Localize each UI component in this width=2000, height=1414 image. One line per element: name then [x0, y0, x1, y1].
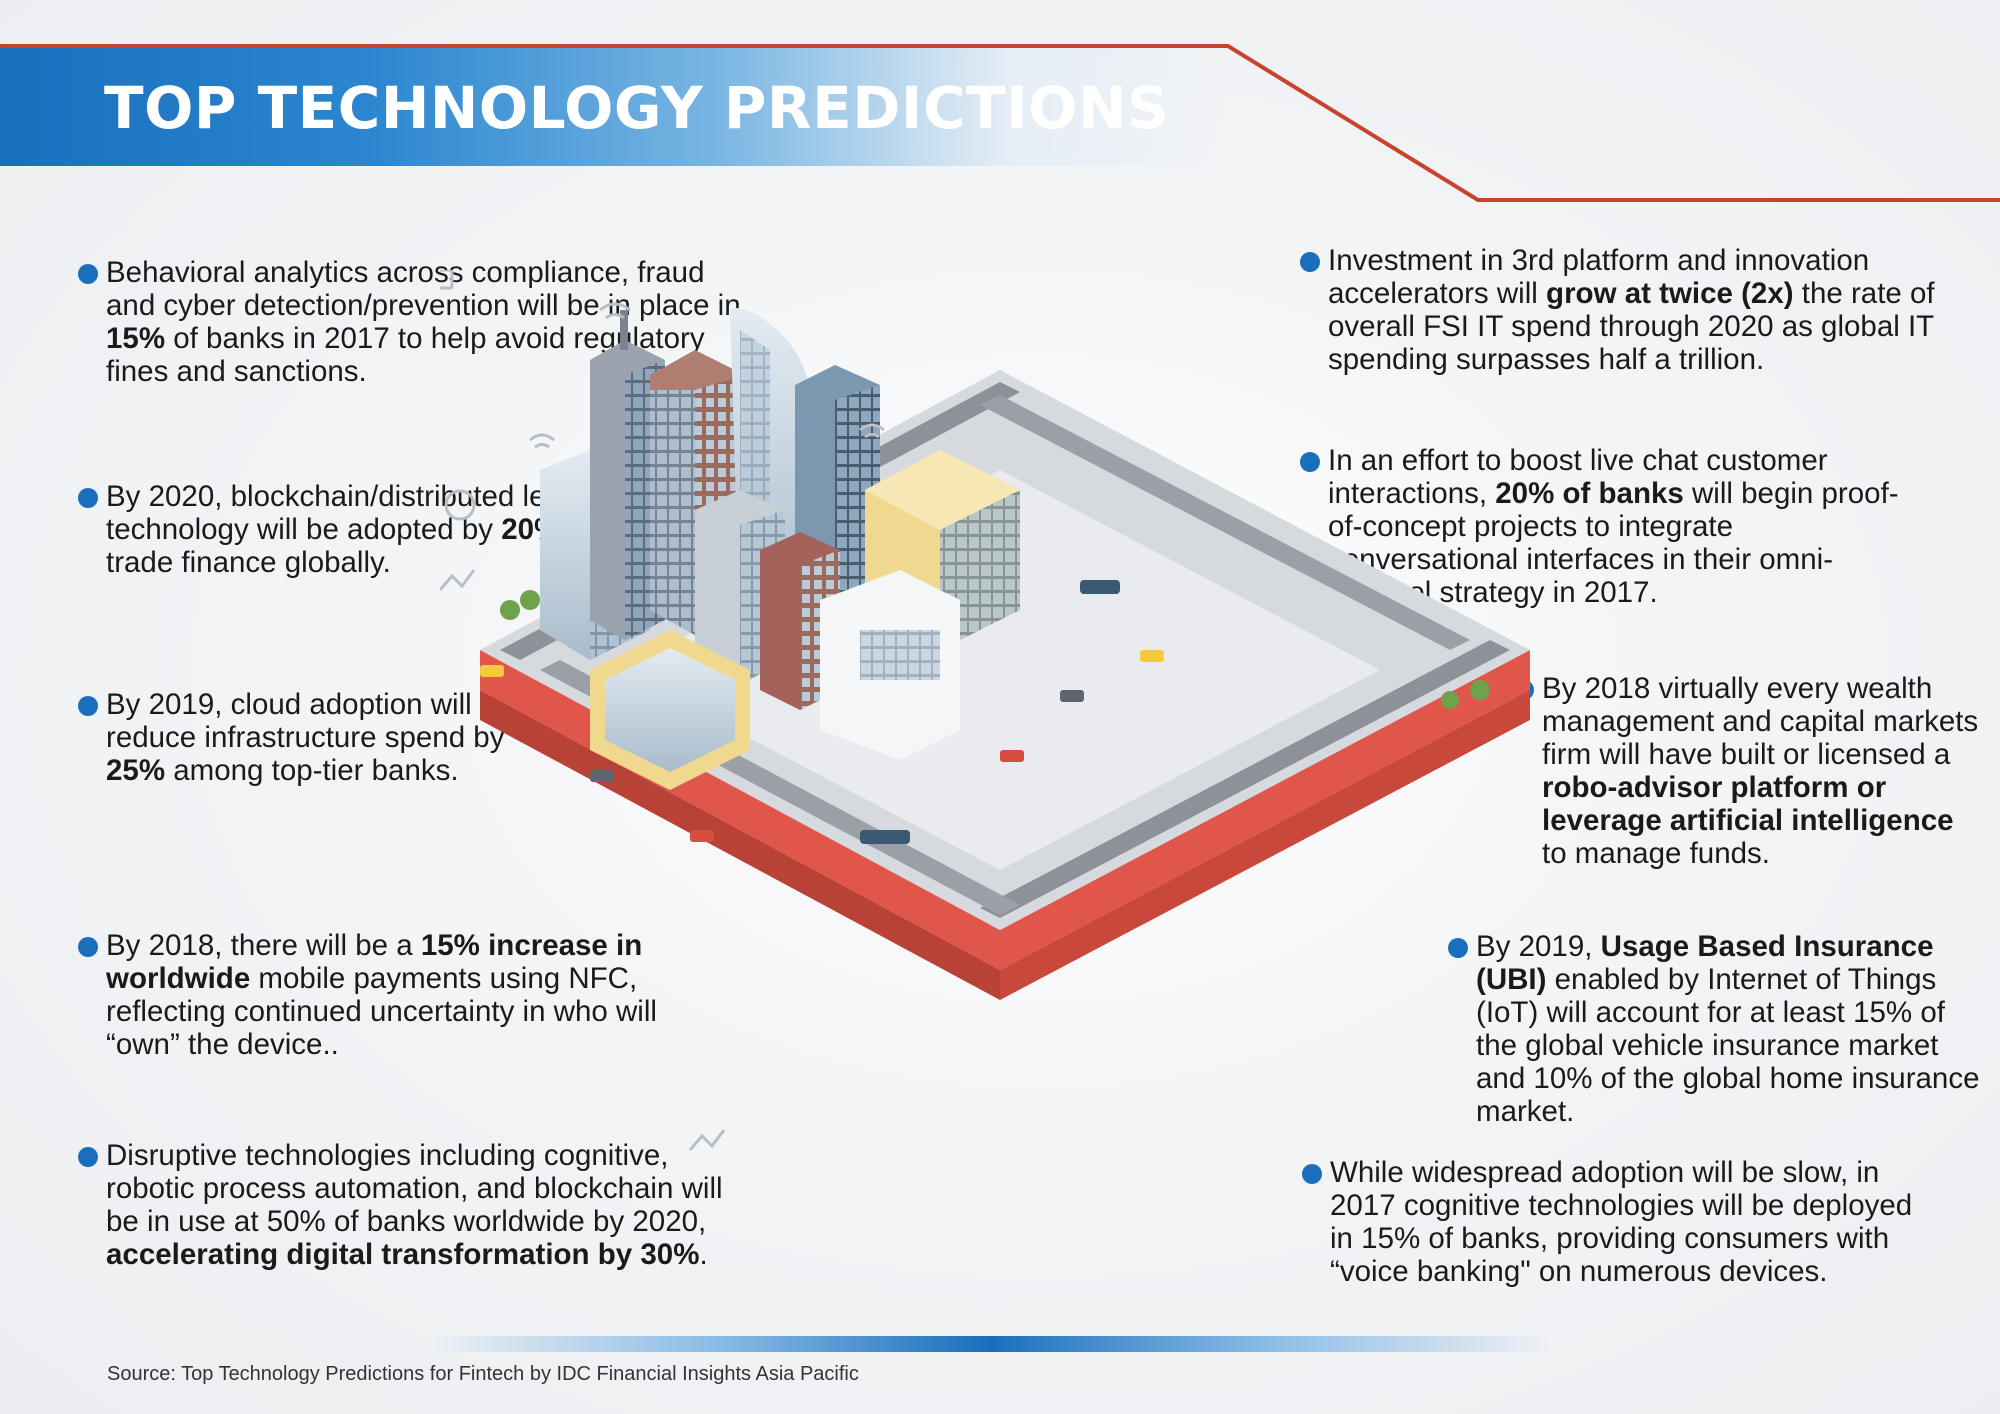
prediction-highlight: grow at twice (2x)	[1546, 277, 1794, 310]
prediction-usage-based-insurance: By 2019, Usage Based Insurance (UBI) ena…	[1448, 930, 1986, 1128]
source-citation: Source: Top Technology Predictions for F…	[107, 1363, 859, 1385]
prediction-cloud-adoption: By 2019, cloud adoption will reduce infr…	[78, 688, 526, 787]
prediction-disruptive-technologies: Disruptive technologies including cognit…	[78, 1139, 746, 1271]
prediction-text: By 2018 virtually every wealth managemen…	[1542, 672, 1979, 771]
prediction-highlight: accelerating digital transformation by 3…	[106, 1238, 700, 1271]
prediction-highlight: 25%	[106, 754, 166, 787]
bullet-icon	[78, 264, 98, 284]
prediction-text: .	[699, 1238, 708, 1271]
prediction-text: will begin proof-of-concept projects to …	[1328, 477, 1899, 609]
prediction-highlight: 20% of banks	[1495, 477, 1684, 510]
bullet-icon	[1300, 252, 1320, 272]
bullet-icon	[1302, 1164, 1322, 1184]
prediction-text: By 2018, there will be a	[106, 929, 421, 962]
isometric-city-illustration	[440, 270, 1530, 1151]
prediction-mobile-payments: By 2018, there will be a 15% increase in…	[78, 929, 706, 1061]
prediction-text: By 2020, blockchain/distributed ledger t…	[106, 480, 605, 546]
prediction-text: Investment in 3rd platform and innovatio…	[1328, 244, 1870, 310]
prediction-text: In an effort to boost live chat customer…	[1328, 444, 1828, 510]
prediction-text: among top-tier banks.	[165, 754, 459, 787]
bullet-icon	[78, 937, 98, 957]
prediction-text: to manage funds.	[1542, 837, 1770, 870]
prediction-text: the rate of overall FSI IT spend through…	[1328, 277, 1935, 376]
prediction-blockchain: By 2020, blockchain/distributed ledger t…	[78, 480, 666, 579]
bullet-icon	[78, 696, 98, 716]
prediction-cognitive-voice-banking: While widespread adoption will be slow, …	[1302, 1156, 1920, 1288]
prediction-highlight: robo-advisor platform or leverage artifi…	[1542, 771, 1954, 837]
prediction-live-chat: In an effort to boost live chat customer…	[1300, 444, 1928, 609]
prediction-text: mobile payments using NFC, reflecting co…	[106, 962, 657, 1061]
bullet-icon	[78, 488, 98, 508]
prediction-highlight: Usage Based Insurance (UBI)	[1476, 930, 1934, 996]
prediction-highlight: 15% increase in worldwide	[106, 929, 643, 995]
prediction-text: Behavioral analytics across compliance, …	[106, 256, 741, 322]
bullet-icon	[78, 1147, 98, 1167]
prediction-highlight: 15%	[106, 322, 166, 355]
prediction-text: While widespread adoption will be slow, …	[1330, 1156, 1913, 1288]
bullet-icon	[1448, 938, 1468, 958]
prediction-3rd-platform-investment: Investment in 3rd platform and innovatio…	[1300, 244, 1968, 376]
prediction-text: Disruptive technologies including cognit…	[106, 1139, 723, 1238]
prediction-text: By 2019, cloud adoption will reduce infr…	[106, 688, 505, 754]
bullet-icon	[1300, 452, 1320, 472]
prediction-text: enabled by Internet of Things (IoT) will…	[1476, 963, 1980, 1128]
prediction-robo-advisor: By 2018 virtually every wealth managemen…	[1514, 672, 1982, 870]
prediction-text: By 2019,	[1476, 930, 1601, 963]
page-title: TOP TECHNOLOGY PREDICTIONS	[104, 74, 1170, 142]
source-divider	[430, 1336, 1550, 1352]
